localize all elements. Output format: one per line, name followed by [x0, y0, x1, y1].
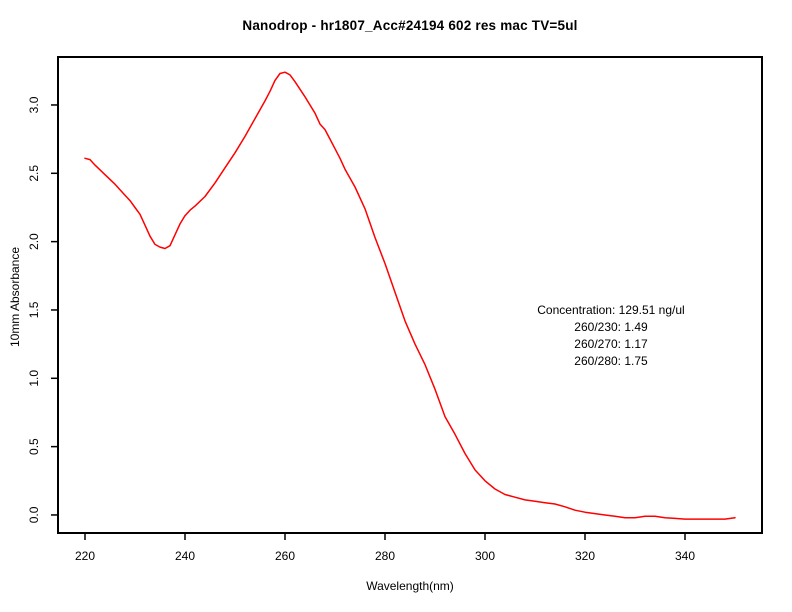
x-tick-label: 220 — [75, 549, 95, 563]
x-tick-label: 320 — [575, 549, 595, 563]
x-tick-label: 260 — [275, 549, 295, 563]
y-tick-label: 2.0 — [27, 233, 41, 250]
y-tick-label: 0.0 — [27, 506, 41, 523]
y-tick-label: 1.0 — [27, 370, 41, 387]
x-tick-label: 340 — [675, 549, 695, 563]
y-tick-label: 1.5 — [27, 301, 41, 318]
ratio-260-270: 260/270: 1.17 — [574, 337, 648, 351]
ratio-260-230: 260/230: 1.49 — [574, 320, 648, 334]
x-tick-label: 300 — [475, 549, 495, 563]
plot-border — [57, 56, 763, 534]
x-tick-label: 280 — [375, 549, 395, 563]
measurement-annotation: Concentration: 129.51 ng/ul 260/230: 1.4… — [461, 302, 761, 370]
x-axis-label: Wavelength(nm) — [366, 579, 454, 593]
concentration-value: Concentration: 129.51 ng/ul — [537, 303, 685, 317]
y-tick-label: 3.0 — [27, 96, 41, 113]
y-axis-label: 10mm Absorbance — [8, 246, 22, 348]
ratio-260-280: 260/280: 1.75 — [574, 354, 648, 368]
chart-title: Nanodrop - hr1807_Acc#24194 602 res mac … — [242, 18, 578, 33]
y-tick-label: 0.5 — [27, 438, 41, 455]
spectrum-line — [84, 71, 736, 520]
y-tick-label: 2.5 — [27, 165, 41, 182]
x-tick-label: 240 — [175, 549, 195, 563]
